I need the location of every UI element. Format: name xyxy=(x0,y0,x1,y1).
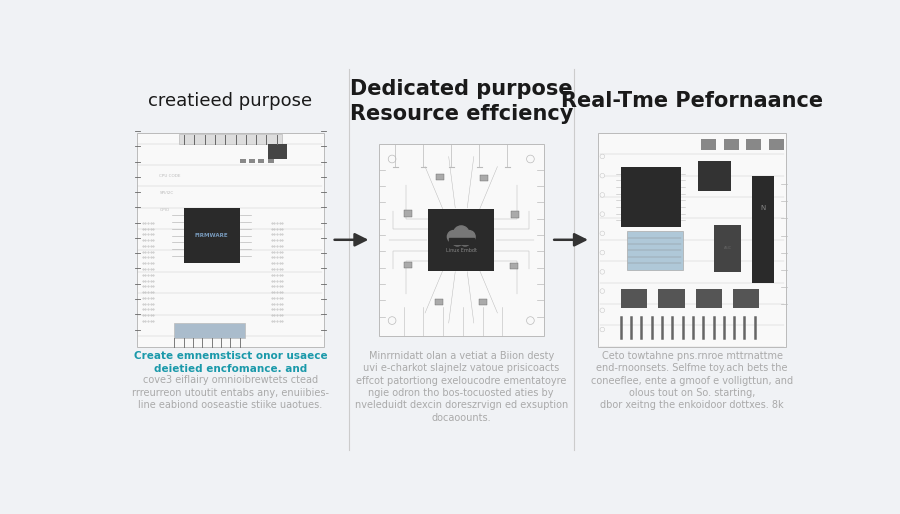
Text: Real-Tme Pefornaance: Real-Tme Pefornaance xyxy=(561,91,824,111)
Bar xyxy=(698,161,732,191)
Circle shape xyxy=(460,235,471,246)
Text: SPI/I2C: SPI/I2C xyxy=(159,191,174,195)
Circle shape xyxy=(600,212,605,216)
Text: Minrrnidatt olan a vetiat a Biion desty
uvi e-charkot slajnelz vatoue prisicoact: Minrrnidatt olan a vetiat a Biion desty … xyxy=(355,351,568,423)
Bar xyxy=(479,299,487,305)
Text: Ceto towtahne pns.rnroe mttrnattme
end-rnoonsets. Selfme toy.ach bets the
coneef: Ceto towtahne pns.rnroe mttrnattme end-r… xyxy=(591,351,793,410)
Circle shape xyxy=(388,317,396,324)
Circle shape xyxy=(463,231,475,243)
Bar xyxy=(752,176,774,283)
Bar xyxy=(621,167,680,227)
Bar xyxy=(267,159,274,163)
Bar xyxy=(428,209,494,270)
Bar xyxy=(435,299,443,305)
Bar xyxy=(404,262,411,268)
Text: CPU CODE: CPU CODE xyxy=(159,174,181,178)
Bar xyxy=(769,139,784,150)
Circle shape xyxy=(600,250,605,255)
Bar xyxy=(621,289,647,308)
Circle shape xyxy=(388,155,396,163)
Bar xyxy=(480,175,488,181)
Bar xyxy=(175,323,246,338)
Text: ASIC: ASIC xyxy=(724,246,732,250)
Text: creatieed purpose: creatieed purpose xyxy=(148,92,312,111)
Bar xyxy=(734,289,760,308)
Circle shape xyxy=(454,226,469,242)
Bar xyxy=(696,289,722,308)
Circle shape xyxy=(600,173,605,178)
Circle shape xyxy=(600,193,605,197)
Bar xyxy=(239,159,246,163)
Bar xyxy=(626,231,683,270)
Circle shape xyxy=(452,235,463,246)
Bar xyxy=(658,289,685,308)
Text: cove3 eiflairy omnioibrewtets ctead
rrreurreon utoutit entabs any, enuiibies-
li: cove3 eiflairy omnioibrewtets ctead rrre… xyxy=(132,375,329,410)
Text: Linux Embdt: Linux Embdt xyxy=(446,248,477,253)
Bar xyxy=(379,143,544,336)
Bar xyxy=(724,139,739,150)
Bar xyxy=(137,133,324,346)
Bar xyxy=(510,263,518,269)
Bar xyxy=(701,139,716,150)
Bar xyxy=(436,174,444,180)
Circle shape xyxy=(600,154,605,159)
Bar xyxy=(404,210,412,216)
Bar xyxy=(511,211,518,217)
Circle shape xyxy=(447,231,460,243)
Text: N: N xyxy=(760,205,766,211)
Circle shape xyxy=(600,289,605,293)
Bar xyxy=(179,134,282,143)
Bar xyxy=(268,143,286,158)
Bar xyxy=(598,133,786,346)
Circle shape xyxy=(600,308,605,313)
Circle shape xyxy=(526,155,535,163)
Bar xyxy=(449,238,473,244)
Bar xyxy=(746,139,761,150)
Bar xyxy=(715,225,741,272)
Bar xyxy=(184,208,239,263)
Bar xyxy=(258,159,265,163)
Text: Create emnemstisct onor usaece
deietied encfomance. and: Create emnemstisct onor usaece deietied … xyxy=(134,351,328,374)
Text: GPIO: GPIO xyxy=(159,208,169,212)
Circle shape xyxy=(600,231,605,236)
Circle shape xyxy=(526,317,535,324)
Text: Dedicated purpose
Resource effciency: Dedicated purpose Resource effciency xyxy=(349,79,573,124)
Circle shape xyxy=(600,269,605,274)
Circle shape xyxy=(600,327,605,332)
Text: FIRMWARE: FIRMWARE xyxy=(195,233,229,238)
Bar xyxy=(249,159,256,163)
